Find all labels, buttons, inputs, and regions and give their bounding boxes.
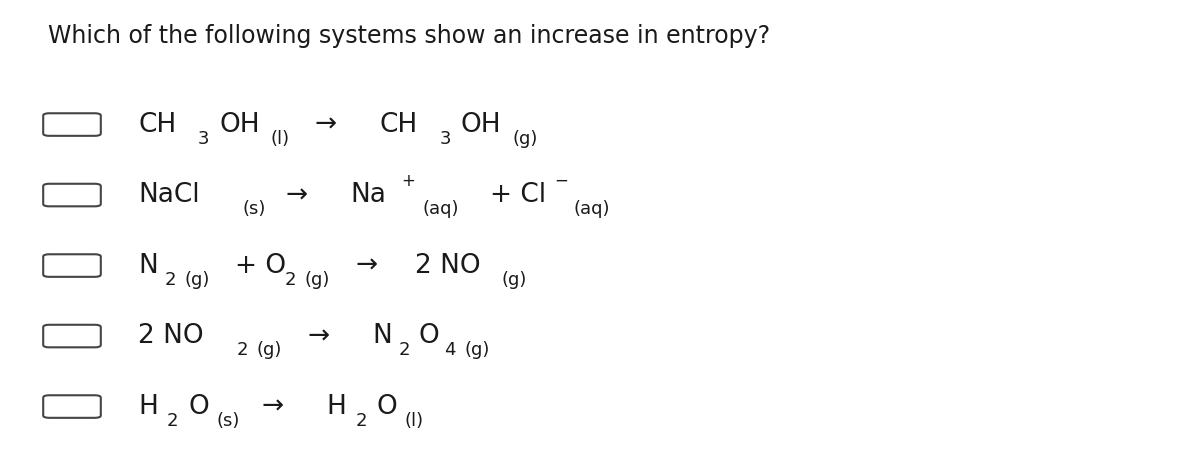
Text: →: → <box>314 111 336 138</box>
Text: +: + <box>401 172 415 190</box>
Text: 2: 2 <box>167 412 179 430</box>
Text: (g): (g) <box>512 130 538 148</box>
Text: OH: OH <box>461 111 502 138</box>
Text: 2 NO: 2 NO <box>415 252 481 279</box>
Text: 2 NO: 2 NO <box>138 323 204 349</box>
Text: Which of the following systems show an increase in entropy?: Which of the following systems show an i… <box>48 24 770 47</box>
Text: 4: 4 <box>444 341 456 359</box>
Text: H: H <box>326 393 347 420</box>
Text: 2: 2 <box>164 271 176 289</box>
Text: 2: 2 <box>236 341 248 359</box>
Text: (g): (g) <box>464 341 490 359</box>
Text: (s): (s) <box>216 412 239 430</box>
Text: OH: OH <box>220 111 260 138</box>
Text: N: N <box>372 323 391 349</box>
Text: →: → <box>355 252 377 279</box>
Text: (g): (g) <box>257 341 282 359</box>
Text: (l): (l) <box>404 412 424 430</box>
Text: →: → <box>262 393 283 420</box>
Text: (g): (g) <box>305 271 330 289</box>
Text: 2: 2 <box>355 412 367 430</box>
Text: Na: Na <box>350 182 386 208</box>
Text: NaCl: NaCl <box>138 182 199 208</box>
Text: + O: + O <box>235 252 287 279</box>
Text: CH: CH <box>138 111 176 138</box>
Text: O: O <box>419 323 439 349</box>
Text: H: H <box>138 393 158 420</box>
Text: (s): (s) <box>242 200 265 218</box>
Text: N: N <box>138 252 157 279</box>
Text: −: − <box>554 172 569 190</box>
Text: (g): (g) <box>185 271 210 289</box>
Text: CH: CH <box>379 111 418 138</box>
Text: →: → <box>307 323 329 349</box>
Text: (aq): (aq) <box>422 200 458 218</box>
Text: (l): (l) <box>270 130 289 148</box>
Text: + Cl: + Cl <box>490 182 546 208</box>
Text: O: O <box>188 393 209 420</box>
Text: 3: 3 <box>439 130 451 148</box>
Text: 2: 2 <box>284 271 296 289</box>
Text: 3: 3 <box>198 130 210 148</box>
Text: →: → <box>286 182 307 208</box>
Text: (g): (g) <box>502 271 527 289</box>
Text: (aq): (aq) <box>574 200 610 218</box>
Text: O: O <box>377 393 397 420</box>
Text: 2: 2 <box>398 341 410 359</box>
